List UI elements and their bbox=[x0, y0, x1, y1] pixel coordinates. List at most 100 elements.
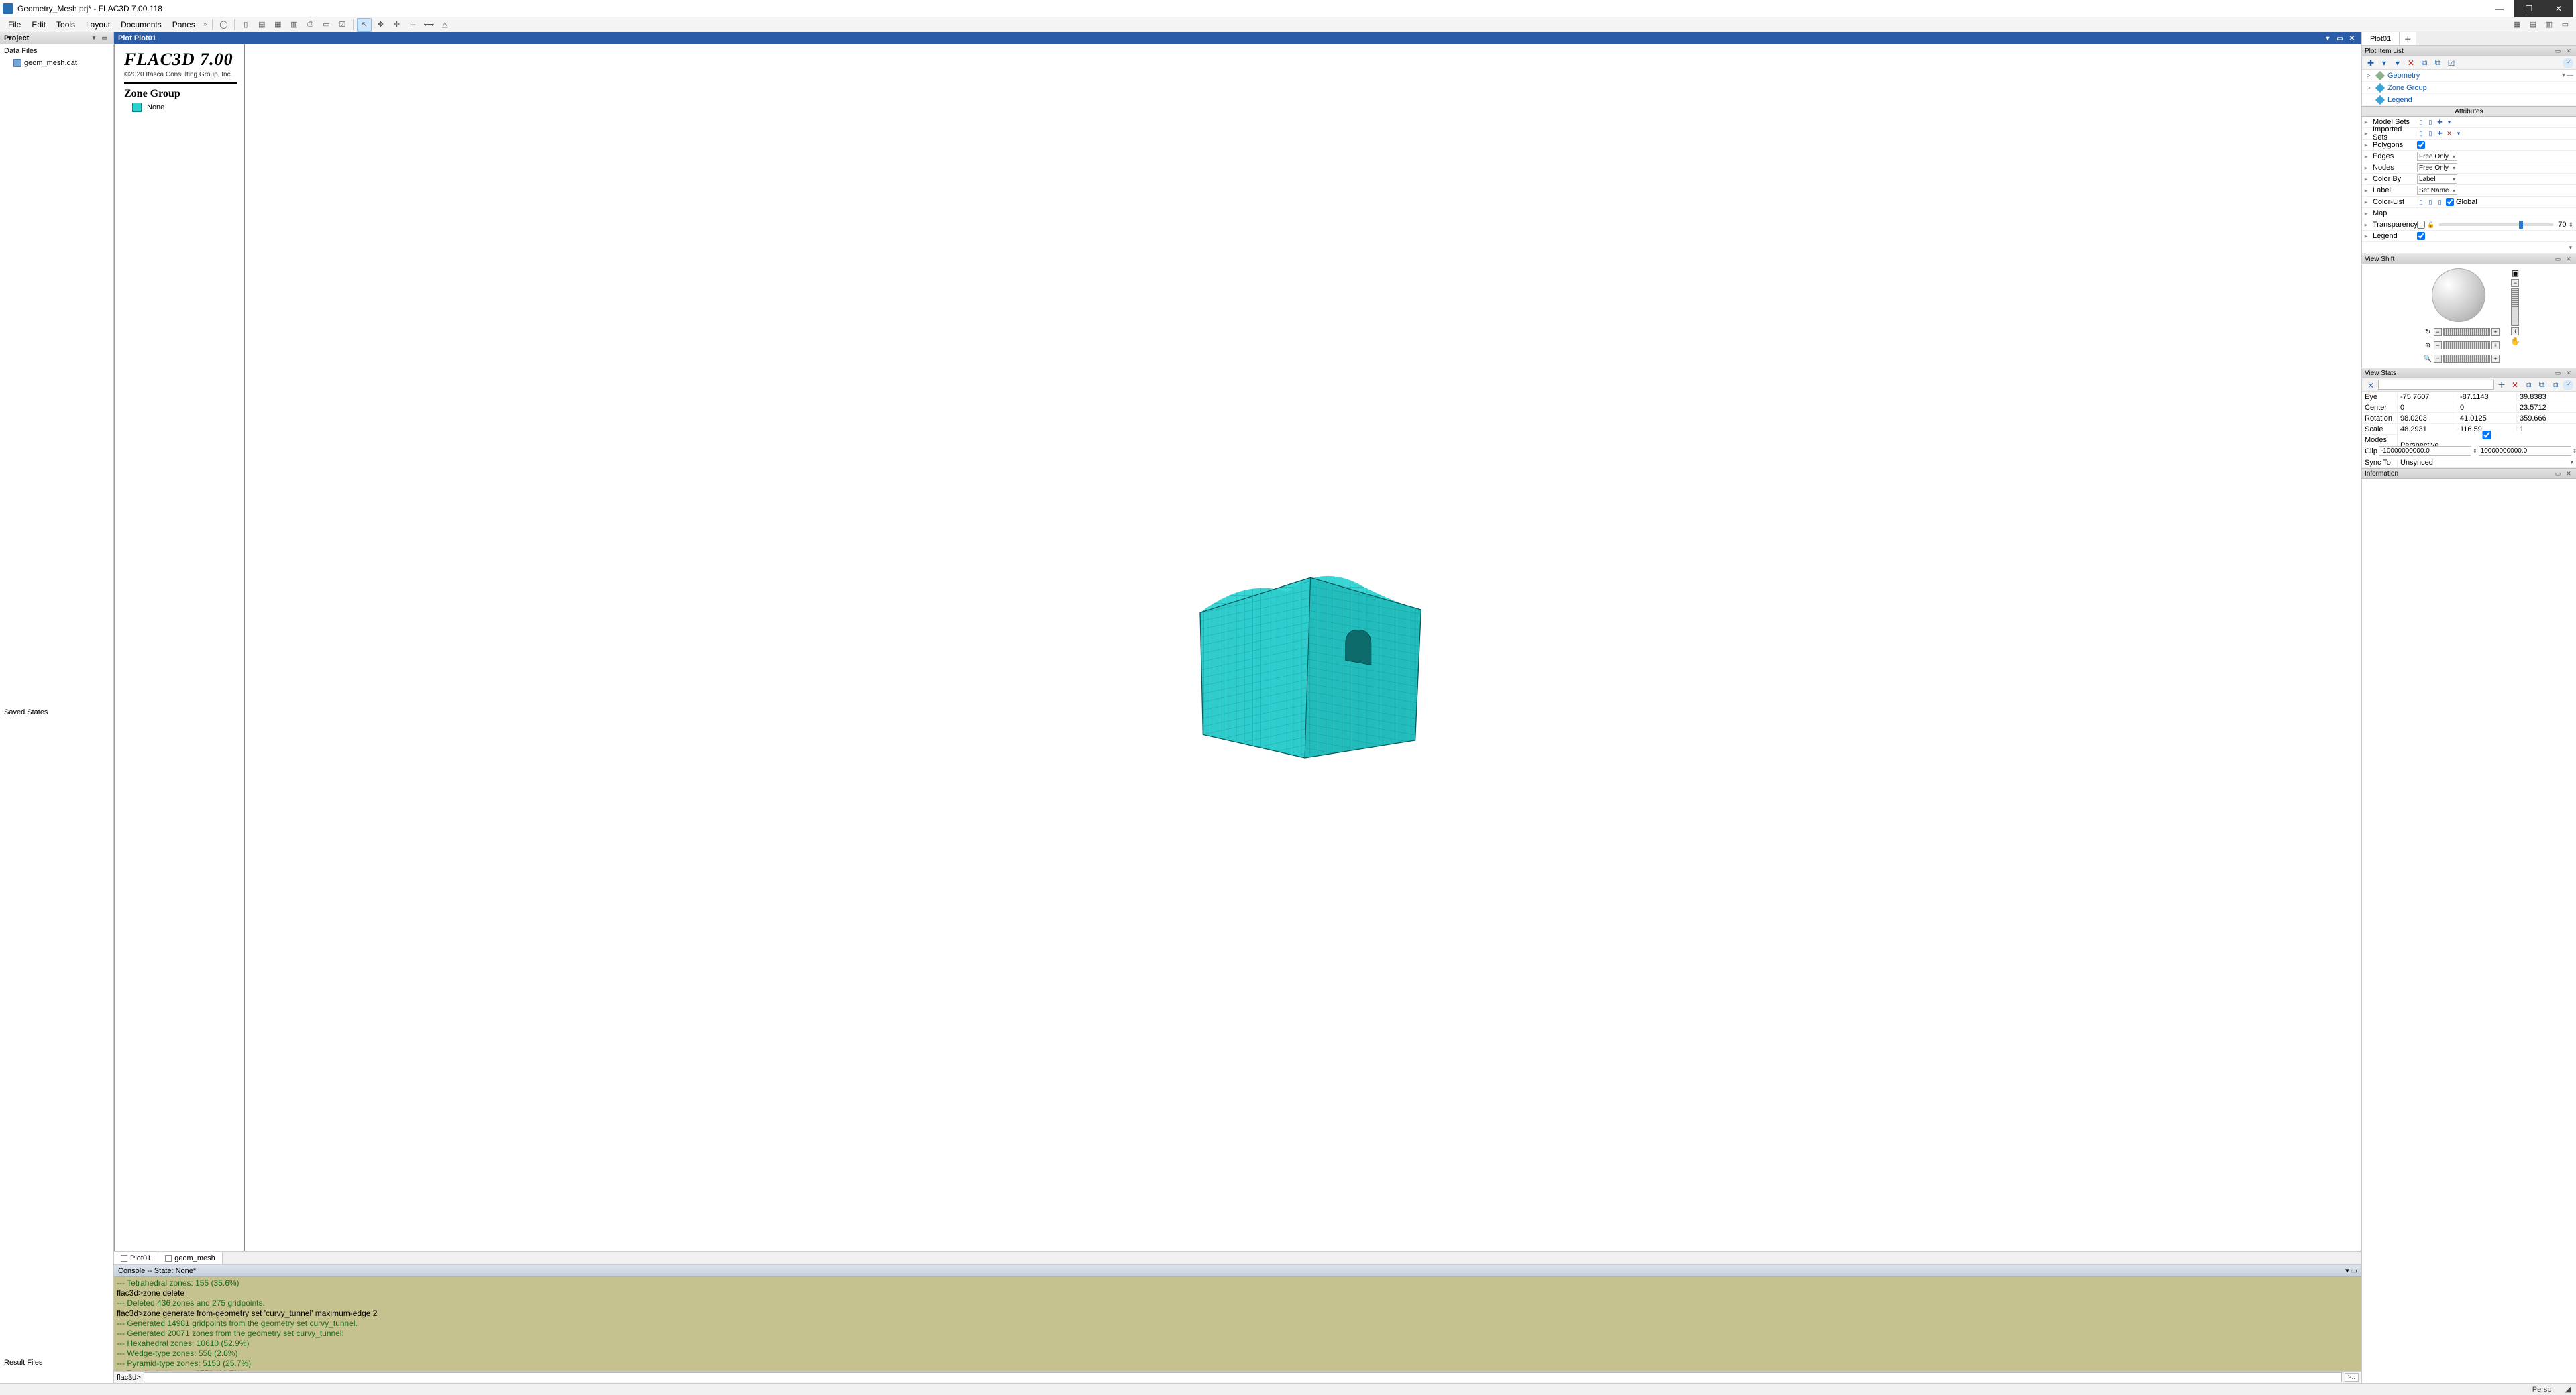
plotitem-copy1-icon[interactable]: ⧉ bbox=[2418, 58, 2430, 68]
vs-tool3-icon[interactable]: ✕ bbox=[2509, 380, 2521, 390]
dial-rotate[interactable]: ↻−+ bbox=[2423, 327, 2500, 337]
clip-near-input[interactable] bbox=[2379, 446, 2471, 456]
vs-cell[interactable]: -87.1143 bbox=[2457, 393, 2516, 401]
attr-select[interactable]: Free Only bbox=[2417, 163, 2457, 172]
dial-plus[interactable]: + bbox=[2491, 355, 2500, 363]
close-button[interactable]: ✕ bbox=[2544, 0, 2573, 17]
panel-restore-icon[interactable]: ▭ bbox=[2553, 47, 2563, 55]
mi-icon[interactable]: ✚ bbox=[2436, 129, 2444, 137]
toolbar-select-icon[interactable]: ↖ bbox=[357, 18, 372, 32]
attr-checkbox[interactable] bbox=[2417, 232, 2425, 240]
dial-zoom[interactable]: 🔍−+ bbox=[2423, 354, 2500, 364]
vs-cell[interactable]: 23.5712 bbox=[2516, 404, 2576, 412]
vs-cell[interactable]: 0 bbox=[2397, 404, 2457, 412]
menu-panes[interactable]: Panes bbox=[167, 19, 201, 31]
plotitem-add-icon[interactable]: ✚ bbox=[2365, 58, 2377, 68]
zoom-minus[interactable]: − bbox=[2511, 279, 2519, 287]
viewshift-sphere[interactable] bbox=[2432, 268, 2485, 322]
console-run-button[interactable]: >.. bbox=[2345, 1373, 2359, 1382]
project-dropdown-icon[interactable]: ▾ bbox=[89, 34, 99, 42]
dial-track[interactable] bbox=[2443, 328, 2490, 336]
menu-edit[interactable]: Edit bbox=[26, 19, 51, 31]
toolbar-print-icon[interactable]: ⎙ bbox=[303, 18, 317, 32]
vs-sync-cell[interactable]: Unsynced bbox=[2397, 459, 2567, 467]
toolbar-pan-icon[interactable]: ✢ bbox=[389, 18, 404, 32]
step-icon[interactable]: ⇕ bbox=[2473, 448, 2477, 454]
attr-select[interactable]: Free Only bbox=[2417, 152, 2457, 161]
clip-far-input[interactable] bbox=[2479, 446, 2571, 456]
attr-expand-icon[interactable]: ▸ bbox=[2362, 153, 2370, 160]
console-output[interactable]: --- Tetrahedral zones: 155 (35.6%)flac3d… bbox=[114, 1277, 2361, 1371]
plot-close-icon[interactable]: ✕ bbox=[2347, 34, 2357, 43]
target-icon[interactable]: ▣ bbox=[2512, 268, 2519, 278]
attr-checkbox[interactable] bbox=[2417, 141, 2425, 149]
help-icon[interactable]: ? bbox=[2563, 58, 2573, 68]
plotitem-copy2-icon[interactable]: ⧉ bbox=[2432, 58, 2444, 68]
slider-step-icon[interactable]: ⇕ bbox=[2568, 221, 2573, 229]
statusbar-resize-icon[interactable]: ◢ bbox=[2565, 1385, 2571, 1394]
mi-icon[interactable]: ▾ bbox=[2445, 118, 2453, 126]
mi-icon[interactable]: ▯ bbox=[2426, 129, 2434, 137]
mi-icon[interactable]: ▯ bbox=[2426, 198, 2434, 206]
menu-tools[interactable]: Tools bbox=[51, 19, 80, 31]
mi-icon[interactable]: ▯ bbox=[2436, 198, 2444, 206]
toolbar-measure-icon[interactable]: ⟷ bbox=[421, 18, 436, 32]
modes-checkbox[interactable] bbox=[2400, 431, 2573, 439]
menu-file[interactable]: File bbox=[3, 19, 26, 31]
chevron-down-icon[interactable]: ▾ bbox=[2569, 244, 2576, 252]
vs-combo[interactable] bbox=[2378, 380, 2494, 390]
toolbar-layout2-icon[interactable]: ▤ bbox=[254, 18, 269, 32]
right-tab-plot01[interactable]: Plot01 bbox=[2362, 32, 2400, 45]
minimize-button[interactable]: — bbox=[2485, 0, 2514, 17]
dial-pan[interactable]: ⊕−+ bbox=[2423, 341, 2500, 350]
dial-minus[interactable]: − bbox=[2434, 328, 2442, 336]
hand-icon[interactable]: ✋ bbox=[2510, 337, 2520, 346]
attr-expand-icon[interactable]: ▸ bbox=[2362, 130, 2370, 137]
panel-close-icon[interactable]: ✕ bbox=[2564, 255, 2573, 263]
attr-select[interactable]: Label bbox=[2417, 174, 2457, 184]
attr-expand-icon[interactable]: ▸ bbox=[2362, 233, 2370, 240]
plot-item-row[interactable]: >Zone Group bbox=[2362, 82, 2576, 94]
toolbar-rotate-icon[interactable]: ✥ bbox=[373, 18, 388, 32]
vs-tool1-icon[interactable]: ⨯ bbox=[2365, 380, 2377, 390]
mi-icon[interactable]: ▾ bbox=[2455, 129, 2463, 137]
dial-minus[interactable]: − bbox=[2434, 355, 2442, 363]
toolbar-globe-icon[interactable]: ◯ bbox=[216, 18, 231, 32]
attr-select[interactable]: Set Name bbox=[2417, 186, 2457, 195]
mi-icon[interactable]: ▯ bbox=[2417, 129, 2425, 137]
toolbar-add-icon[interactable]: ＋ bbox=[405, 18, 420, 32]
vs-tool6-icon[interactable]: ⧉ bbox=[2549, 380, 2561, 390]
mi-icon[interactable]: ✕ bbox=[2445, 129, 2453, 137]
attr-expand-icon[interactable]: ▸ bbox=[2362, 199, 2370, 206]
attr-checkbox[interactable] bbox=[2417, 221, 2425, 229]
toolbar-layout1-icon[interactable]: ▯ bbox=[238, 18, 253, 32]
vs-cell[interactable]: 39.8383 bbox=[2516, 393, 2576, 401]
plot-dropdown-icon[interactable]: ▾ bbox=[2322, 34, 2333, 43]
console-dropdown-icon[interactable]: ▾ bbox=[2345, 1266, 2349, 1275]
plotitem-check-icon[interactable]: ☑ bbox=[2445, 58, 2457, 68]
chevron-down-icon[interactable]: ▾ bbox=[2567, 459, 2576, 466]
dial-minus[interactable]: − bbox=[2434, 341, 2442, 349]
zoom-plus[interactable]: + bbox=[2511, 327, 2519, 335]
plot-canvas[interactable] bbox=[249, 44, 2361, 1251]
mi-icon[interactable]: ▯ bbox=[2417, 198, 2425, 206]
dial-plus[interactable]: + bbox=[2491, 341, 2500, 349]
attr-expand-icon[interactable]: ▸ bbox=[2362, 164, 2370, 172]
data-file-item[interactable]: geom_mesh.dat bbox=[0, 58, 113, 68]
console-input[interactable] bbox=[144, 1372, 2342, 1382]
right-tab-add[interactable]: ＋ bbox=[2400, 32, 2416, 45]
plot-item-row[interactable]: >Geometry▾— bbox=[2362, 70, 2576, 82]
project-minimize-icon[interactable]: ▭ bbox=[100, 34, 109, 42]
panel-close-icon[interactable]: ✕ bbox=[2564, 469, 2573, 478]
plot-area[interactable]: FLAC3D 7.00 ©2020 Itasca Consulting Grou… bbox=[114, 44, 2361, 1251]
plotitem-down1-icon[interactable]: ▾ bbox=[2378, 58, 2390, 68]
menu-layout[interactable]: Layout bbox=[80, 19, 115, 31]
maximize-button[interactable]: ❐ bbox=[2514, 0, 2544, 17]
vs-tool4-icon[interactable]: ⧉ bbox=[2522, 380, 2534, 390]
step-icon[interactable]: ⇕ bbox=[2573, 448, 2576, 454]
mi-icon[interactable]: ▯ bbox=[2417, 118, 2425, 126]
panel-close-icon[interactable]: ✕ bbox=[2564, 369, 2573, 377]
panel-restore-icon[interactable]: ▭ bbox=[2553, 255, 2563, 263]
attr-expand-icon[interactable]: ▸ bbox=[2362, 210, 2370, 217]
panel-restore-icon[interactable]: ▭ bbox=[2553, 369, 2563, 377]
